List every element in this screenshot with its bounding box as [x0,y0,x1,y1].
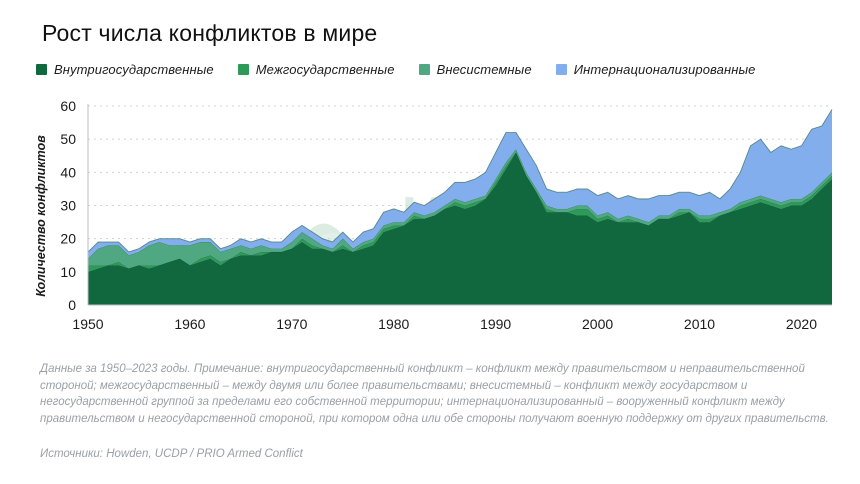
axes [87,104,832,306]
legend-swatch-internal [36,64,47,75]
series-area-1 [88,152,832,272]
legend-item-extrasystemic[interactable]: Внесистемные [418,62,532,77]
x-tick-labels: 1950 1960 1970 1980 1990 2000 2010 2020 [72,316,817,332]
y-tick-label: 10 [60,264,76,280]
legend-swatch-internationalized [555,64,567,75]
chart-legend: Внутригосударственные Межгосударственные… [36,62,755,77]
legend-label-internationalized: Интернационализированные [573,62,756,77]
legend-item-internationalized[interactable]: Интернационализированные [555,62,756,77]
x-tick-label: 2000 [582,316,613,332]
chart-area: ИМРИнститут Изучения Мировых Рынков01020… [0,92,860,347]
y-tick-label: 30 [60,198,76,214]
stacked-area-chart: ИМРИнститут Изучения Мировых Рынков01020… [60,98,833,332]
series-area-3 [88,109,832,259]
legend-label-internal: Внутригосударственные [54,62,214,77]
y-tick-label: 50 [60,131,76,147]
chart-sources: Источники: Howden, UCDP / PRIO Armed Con… [40,448,303,460]
y-tick-label: 60 [60,98,76,114]
x-tick-label: 1990 [480,316,511,332]
page-title: Рост числа конфликтов в мире [42,20,378,46]
legend-swatch-extrasystemic [418,64,430,75]
legend-item-interstate[interactable]: Межгосударственные [237,62,395,77]
x-tick-label: 1980 [378,316,409,332]
y-tick-labels: 0 10 20 30 40 50 60 [60,98,76,313]
legend-item-internal[interactable]: Внутригосударственные [36,62,214,77]
series-areas [87,109,833,305]
series-line-3 [87,109,833,253]
x-tick-label: 1970 [276,316,307,332]
x-tick-label: 1950 [72,316,103,332]
legend-label-extrasystemic: Внесистемные [436,62,532,77]
series-area-0 [88,152,832,305]
y-tick-label: 20 [60,231,76,247]
chart-notes: Данные за 1950–2023 годы. Примечание: вн… [40,363,829,425]
legend-swatch-interstate [237,64,249,75]
legend-label-interstate: Межгосударственные [255,62,395,77]
x-tick-label: 2010 [684,316,715,332]
x-tick-label: 1960 [174,316,205,332]
y-tick-label: 0 [68,297,76,313]
y-tick-label: 40 [60,164,76,180]
series-area-2 [88,149,832,269]
x-tick-label: 2020 [786,316,817,332]
